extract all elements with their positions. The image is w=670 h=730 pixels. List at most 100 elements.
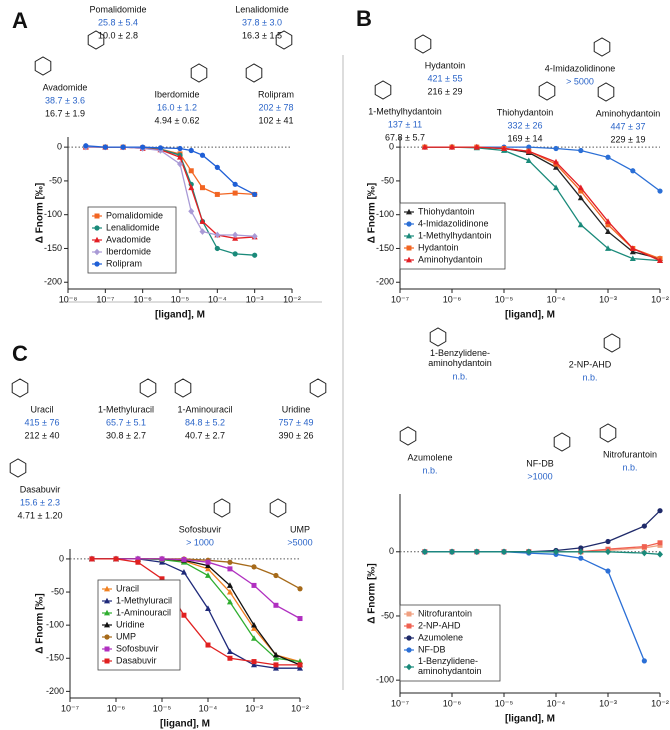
compound-name: Thiohydantoin xyxy=(497,107,554,117)
legend-marker xyxy=(104,621,110,628)
kd-value: 757 ± 49 xyxy=(279,417,314,427)
compound-name: Pomalidomide xyxy=(89,4,146,14)
kd-value: 84.8 ± 5.2 xyxy=(185,417,225,427)
compound-name: 1-Methylhydantoin xyxy=(368,106,442,116)
legend-label: UMP xyxy=(116,631,136,641)
data-point xyxy=(273,602,279,608)
structure-ring xyxy=(599,423,617,443)
compound-name: 1-Benzylidene-aminohydantoin xyxy=(428,348,492,368)
legend-marker xyxy=(104,634,110,640)
compound-name: Aminohydantoin xyxy=(596,108,661,118)
x-tick-label: 10⁻² xyxy=(651,294,669,304)
data-point xyxy=(205,562,211,568)
data-point xyxy=(177,145,183,152)
data-point xyxy=(205,642,211,648)
data-point xyxy=(273,572,279,579)
y-tick-label: 0 xyxy=(389,546,394,556)
y-tick-label: -100 xyxy=(376,675,394,685)
data-point xyxy=(177,160,183,168)
fit-curve xyxy=(424,551,661,555)
y-tick-label: -50 xyxy=(381,610,394,620)
kd-value-2: 16.3 ± 1.5 xyxy=(242,30,282,40)
panel-letter: A xyxy=(12,8,28,33)
data-point xyxy=(297,616,303,622)
y-tick-label: 0 xyxy=(389,142,394,152)
legend-marker xyxy=(104,585,110,592)
legend-marker xyxy=(406,256,412,263)
compound-name: Lenalidomide xyxy=(235,4,289,14)
data-point xyxy=(578,555,584,561)
legend-box xyxy=(399,604,501,682)
data-point xyxy=(629,245,636,251)
data-point xyxy=(657,188,663,194)
x-tick-label: 10⁻⁵ xyxy=(153,703,172,713)
y-tick-label: -200 xyxy=(376,277,394,287)
structure-ring xyxy=(11,378,29,398)
data-point xyxy=(501,548,507,556)
structure-ring xyxy=(538,81,556,101)
data-point xyxy=(205,605,211,611)
data-point xyxy=(657,542,663,548)
legend-marker xyxy=(104,597,110,604)
data-point xyxy=(120,144,126,150)
kd-value: 415 ± 76 xyxy=(25,417,60,427)
data-point xyxy=(232,181,238,187)
data-point xyxy=(605,154,611,160)
y-tick-label: -100 xyxy=(376,209,394,219)
data-point xyxy=(251,661,257,668)
fit-curve xyxy=(91,558,301,620)
x-tick-label: 10⁻² xyxy=(651,698,669,708)
compound-name: Iberdomide xyxy=(154,89,199,99)
legend-marker xyxy=(406,232,412,239)
compound-name: 4-Imidazolidinone xyxy=(545,63,616,73)
data-point xyxy=(578,188,584,194)
data-point xyxy=(135,556,141,562)
structure-ring xyxy=(414,34,432,54)
structure-ring xyxy=(87,30,105,50)
kd-value: 421 ± 55 xyxy=(428,73,463,83)
kd-value: 37.8 ± 3.0 xyxy=(242,17,282,27)
compound-name: NF-DB xyxy=(526,458,554,468)
data-point xyxy=(140,144,146,150)
data-point xyxy=(605,222,611,228)
data-point xyxy=(421,548,428,556)
data-point xyxy=(199,185,205,191)
compound-name: Uridine xyxy=(282,404,311,414)
data-point xyxy=(449,143,455,150)
structure-ring xyxy=(190,63,208,83)
legend-marker xyxy=(94,261,100,267)
data-point xyxy=(251,635,257,641)
data-point xyxy=(630,168,636,174)
data-point xyxy=(641,544,647,550)
kd-value: > 1000 xyxy=(186,537,214,547)
structure-ring xyxy=(553,432,571,452)
data-point xyxy=(629,255,636,261)
data-point xyxy=(135,559,141,565)
x-axis-label: [ligand], M xyxy=(505,310,555,321)
y-tick-label: -200 xyxy=(46,686,64,696)
data-point xyxy=(214,245,220,252)
compound-name: Sofosbuvir xyxy=(179,524,222,534)
data-point xyxy=(227,566,233,572)
kd-value: n.b. xyxy=(422,465,437,475)
y-tick-label: 0 xyxy=(57,142,62,152)
structure-ring xyxy=(213,498,231,518)
data-point xyxy=(181,612,187,618)
data-point xyxy=(226,648,233,655)
kd-value-2: 390 ± 26 xyxy=(279,430,314,440)
data-point xyxy=(605,245,611,251)
data-point xyxy=(501,145,507,151)
kd-value-2: 30.8 ± 2.7 xyxy=(106,430,146,440)
data-point xyxy=(273,662,279,668)
legend-label: Lenalidomide xyxy=(106,222,160,232)
structure-ring xyxy=(309,378,327,398)
structure-ring xyxy=(34,56,52,76)
compound-name: Uracil xyxy=(30,404,53,414)
structure-ring xyxy=(374,80,392,100)
legend-box xyxy=(399,202,506,270)
kd-value-2: 229 ± 19 xyxy=(611,134,646,144)
data-point xyxy=(188,147,194,154)
x-tick-label: 10⁻⁶ xyxy=(107,703,126,713)
kd-value: >1000 xyxy=(527,471,552,481)
y-tick-label: -50 xyxy=(49,175,62,185)
